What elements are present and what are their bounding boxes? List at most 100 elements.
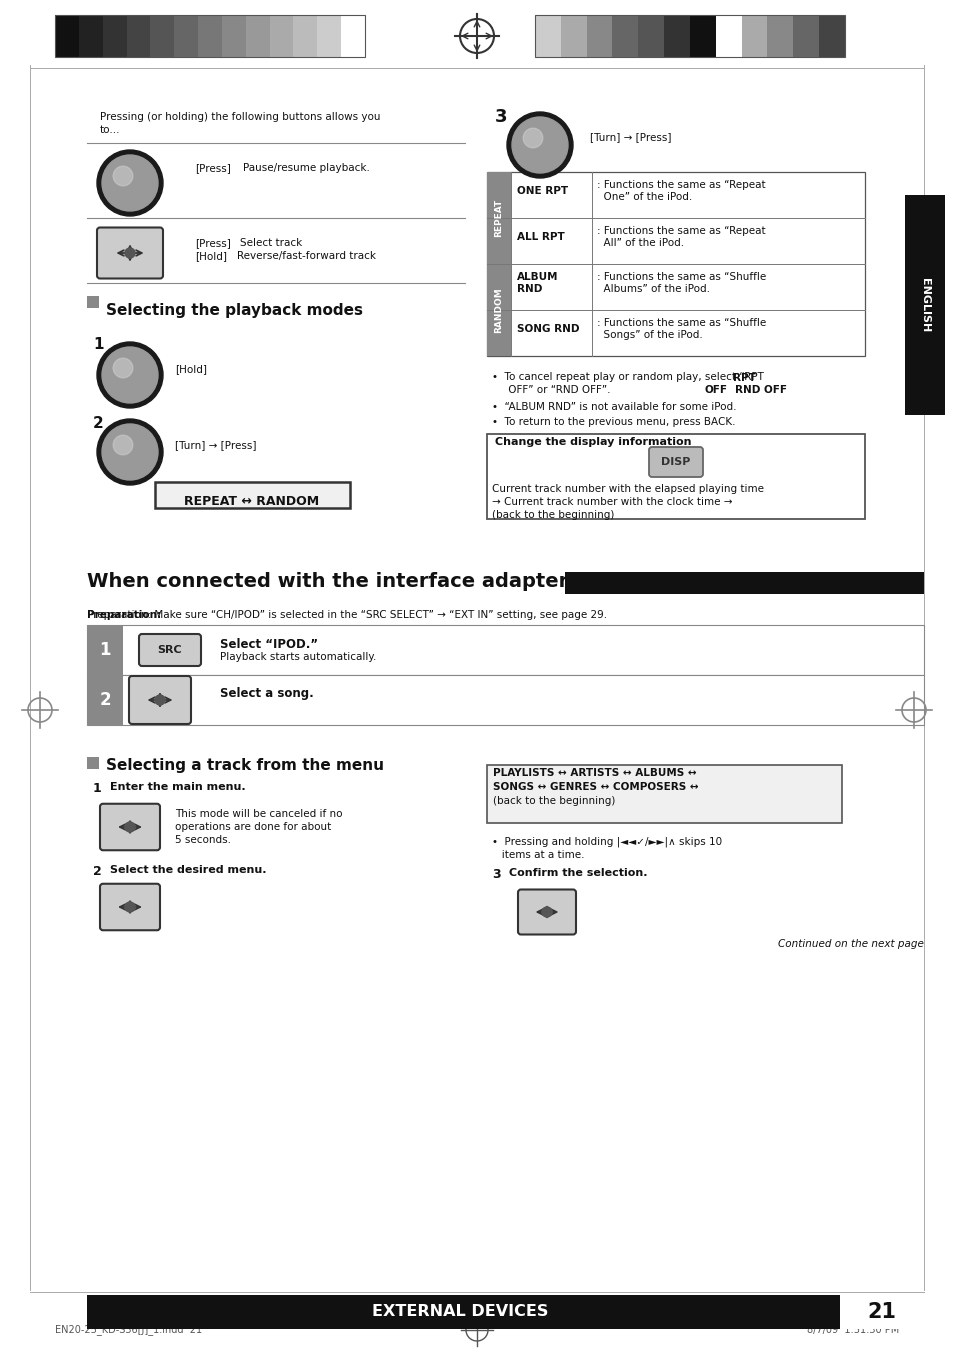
Bar — [638, 15, 663, 57]
Bar — [535, 15, 844, 57]
Bar — [87, 675, 923, 725]
Text: 3: 3 — [492, 868, 500, 882]
Bar — [740, 15, 767, 57]
Text: Select the desired menu.: Select the desired menu. — [110, 865, 266, 875]
Text: EN20-25_KD-S36[J]_1.indd  21: EN20-25_KD-S36[J]_1.indd 21 — [55, 1325, 202, 1336]
Text: Playback starts automatically.: Playback starts automatically. — [220, 652, 376, 662]
Text: Selecting a track from the menu: Selecting a track from the menu — [106, 758, 384, 773]
Circle shape — [125, 822, 135, 831]
Text: REPEAT: REPEAT — [494, 199, 503, 237]
Text: : Functions the same as “Shuffle
  Songs” of the iPod.: : Functions the same as “Shuffle Songs” … — [597, 318, 765, 341]
Bar — [560, 15, 586, 57]
Bar — [486, 434, 864, 519]
Text: ALBUM
RND: ALBUM RND — [517, 272, 558, 295]
Text: 21: 21 — [866, 1302, 896, 1322]
Bar — [341, 15, 365, 57]
FancyBboxPatch shape — [129, 676, 191, 725]
Circle shape — [125, 902, 135, 913]
Text: 8/7/09  1:51:30 PM: 8/7/09 1:51:30 PM — [806, 1325, 898, 1334]
Bar — [87, 757, 99, 769]
Bar — [663, 15, 689, 57]
Circle shape — [506, 112, 573, 178]
FancyBboxPatch shape — [517, 890, 576, 934]
Text: [Turn] → [Press]: [Turn] → [Press] — [174, 439, 256, 450]
FancyBboxPatch shape — [154, 483, 350, 508]
FancyBboxPatch shape — [97, 227, 163, 279]
Bar — [87, 675, 123, 725]
Text: RND OFF: RND OFF — [734, 385, 786, 395]
Text: 5 seconds.: 5 seconds. — [174, 836, 231, 845]
Text: Confirm the selection.: Confirm the selection. — [509, 868, 647, 877]
Text: DISP: DISP — [660, 457, 690, 466]
Bar — [87, 1295, 840, 1329]
Bar — [767, 15, 793, 57]
Circle shape — [97, 419, 163, 485]
Text: Selecting the playback modes: Selecting the playback modes — [106, 303, 363, 318]
Text: (back to the beginning): (back to the beginning) — [493, 796, 615, 806]
Text: [Turn] → [Press]: [Turn] → [Press] — [589, 132, 671, 142]
Bar — [586, 15, 612, 57]
Bar — [904, 195, 944, 415]
Text: RANDOM: RANDOM — [494, 287, 503, 333]
Text: Preparation:: Preparation: — [87, 610, 161, 621]
Bar — [840, 1295, 923, 1329]
Circle shape — [102, 155, 158, 211]
FancyBboxPatch shape — [139, 634, 201, 667]
Text: •  To return to the previous menu, press BACK.: • To return to the previous menu, press … — [492, 416, 735, 427]
Circle shape — [512, 118, 567, 173]
Bar — [793, 15, 819, 57]
Text: •  To cancel repeat play or random play, select “RPT
     OFF” or “RND OFF”.: • To cancel repeat play or random play, … — [492, 372, 763, 395]
Text: ENGLISH: ENGLISH — [919, 279, 929, 333]
Text: [Press]: [Press] — [194, 238, 231, 247]
Bar — [294, 15, 317, 57]
Bar — [87, 625, 123, 675]
Text: EXTERNAL DEVICES: EXTERNAL DEVICES — [372, 1305, 548, 1320]
Bar — [198, 15, 222, 57]
Text: 2: 2 — [99, 691, 111, 708]
Text: OFF: OFF — [704, 385, 727, 395]
Text: ALL RPT: ALL RPT — [517, 233, 564, 242]
Text: 1: 1 — [92, 337, 103, 352]
Text: (back to the beginning): (back to the beginning) — [492, 510, 614, 521]
Bar — [486, 172, 511, 264]
Text: REPEAT ↔ RANDOM: REPEAT ↔ RANDOM — [184, 495, 319, 508]
Text: PLAYLISTS ↔ ARTISTS ↔ ALBUMS ↔: PLAYLISTS ↔ ARTISTS ↔ ALBUMS ↔ — [493, 768, 696, 777]
Text: Select a song.: Select a song. — [220, 687, 314, 700]
Text: [Hold]: [Hold] — [194, 251, 227, 261]
Bar — [55, 15, 365, 57]
FancyBboxPatch shape — [648, 448, 702, 477]
Text: SRC: SRC — [157, 645, 182, 654]
Circle shape — [102, 425, 158, 480]
Text: 1: 1 — [99, 641, 111, 658]
Text: 2: 2 — [92, 416, 104, 431]
Text: Reverse/fast-forward track: Reverse/fast-forward track — [236, 251, 375, 261]
Bar — [151, 15, 174, 57]
Bar — [689, 15, 715, 57]
Text: 3: 3 — [495, 108, 507, 126]
Circle shape — [113, 435, 132, 454]
Bar — [246, 15, 270, 57]
Bar — [270, 15, 294, 57]
Bar — [612, 15, 638, 57]
Text: [Hold]: [Hold] — [174, 364, 207, 375]
Text: Select “IPOD.”: Select “IPOD.” — [220, 638, 317, 652]
Text: [Press]: [Press] — [194, 164, 231, 173]
Circle shape — [154, 695, 165, 704]
Text: When connected with the interface adapter: When connected with the interface adapte… — [87, 572, 568, 591]
Text: Current track number with the elapsed playing time: Current track number with the elapsed pl… — [492, 484, 763, 493]
Text: SONG RND: SONG RND — [517, 324, 578, 334]
Bar — [535, 15, 560, 57]
Circle shape — [97, 150, 163, 216]
Circle shape — [522, 128, 542, 147]
Text: •  “ALBUM RND” is not available for some iPod.: • “ALBUM RND” is not available for some … — [492, 402, 736, 412]
Bar — [55, 15, 79, 57]
Text: Change the display information: Change the display information — [495, 437, 691, 448]
Text: operations are done for about: operations are done for about — [174, 822, 331, 831]
Bar — [317, 15, 341, 57]
Text: This mode will be canceled if no: This mode will be canceled if no — [174, 808, 342, 819]
Circle shape — [113, 166, 132, 185]
Bar — [486, 264, 511, 356]
Text: Pause/resume playback.: Pause/resume playback. — [243, 164, 370, 173]
Text: RPT: RPT — [732, 373, 755, 383]
Text: : Functions the same as “Shuffle
  Albums” of the iPod.: : Functions the same as “Shuffle Albums”… — [597, 272, 765, 295]
